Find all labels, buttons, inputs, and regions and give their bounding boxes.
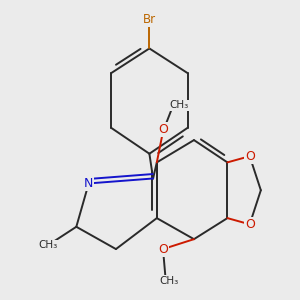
Text: O: O xyxy=(158,243,168,256)
Text: CH₃: CH₃ xyxy=(160,276,179,286)
Text: CH₃: CH₃ xyxy=(169,100,189,110)
Text: Br: Br xyxy=(143,14,156,26)
Text: N: N xyxy=(84,177,93,190)
Text: CH₃: CH₃ xyxy=(38,240,58,250)
Text: O: O xyxy=(245,150,255,163)
Text: O: O xyxy=(245,218,255,231)
Text: O: O xyxy=(158,123,168,136)
